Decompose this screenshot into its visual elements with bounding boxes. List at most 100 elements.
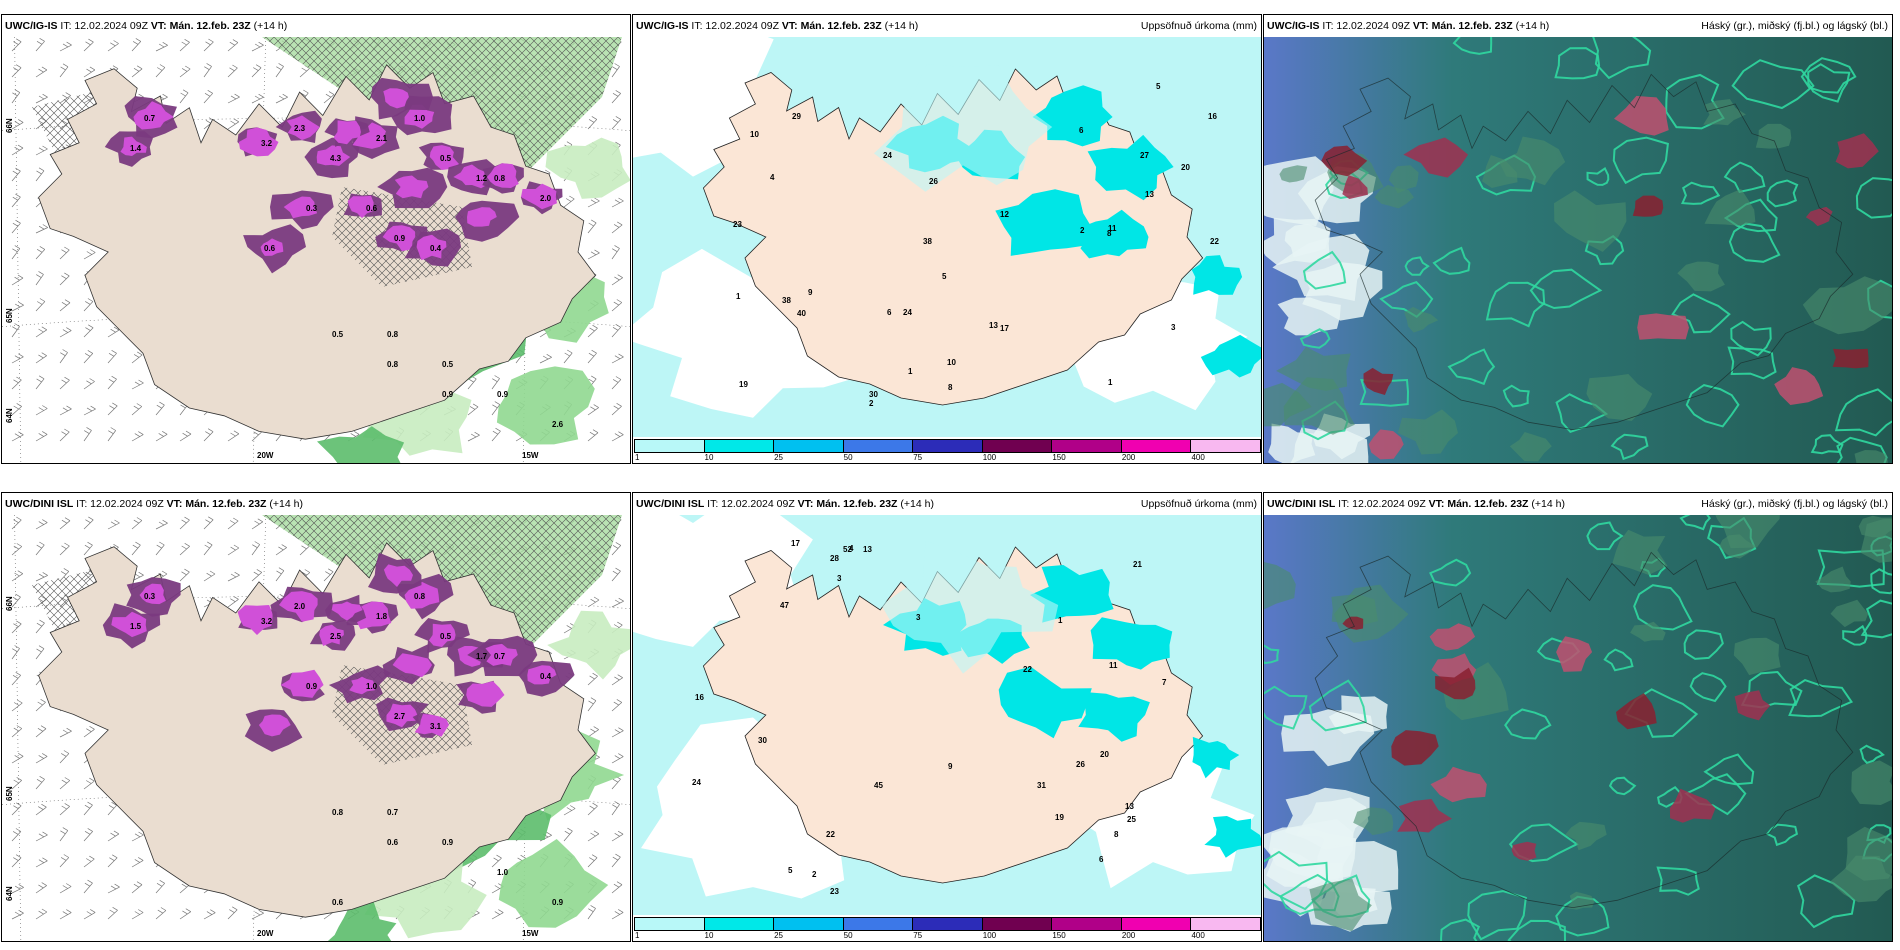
- field-title: Uppsöfnuð úrkoma (mm): [1140, 498, 1257, 510]
- precip-value: 8: [1107, 229, 1112, 238]
- panel-header: UWC/IG-IS IT: 12.02.2024 09Z VT: Mán. 12…: [633, 15, 1261, 37]
- value-label: 0.5: [440, 154, 452, 163]
- lead-time: (+14 h): [269, 498, 303, 510]
- lead-time: (+14 h): [1531, 498, 1565, 510]
- precip-value: 30: [758, 736, 767, 745]
- value-label: 1.0: [366, 682, 378, 691]
- model-name: UWC/IG-IS: [5, 20, 58, 32]
- value-label: 0.9: [442, 390, 454, 399]
- precip-value: 10: [947, 358, 956, 367]
- init-time: IT: 12.02.2024 09Z: [1338, 498, 1426, 510]
- precip-value: 20: [1181, 163, 1190, 172]
- precip-value: 24: [692, 778, 701, 787]
- panel-header: UWC/DINI ISL IT: 12.02.2024 09Z VT: Mán.…: [1264, 493, 1892, 515]
- colorbar-swatch: [842, 439, 914, 453]
- value-label: 0.7: [387, 808, 399, 817]
- precip-value: 23: [830, 887, 839, 896]
- precip-value: 1: [908, 367, 913, 376]
- colorbar-swatch: [912, 917, 983, 931]
- precip-value: 20: [1100, 750, 1109, 759]
- panel-header: UWC/DINI ISL IT: 12.02.2024 09Z VT: Mán.…: [2, 493, 630, 515]
- precip-value: 12: [1000, 210, 1009, 219]
- panel-header: UWC/IG-IS IT: 12.02.2024 09Z VT: Mán. 12…: [1264, 15, 1892, 37]
- colorbar-tick: 200: [1121, 453, 1136, 462]
- value-label: 0.8: [494, 174, 506, 183]
- colorbar-tick: 400: [1191, 453, 1205, 462]
- colorbar-tick: 100: [982, 453, 997, 462]
- map-panel-snow-dini: UWC/DINI ISL IT: 12.02.2024 09Z VT: Mán.…: [1, 492, 631, 942]
- precip-value: 31: [1037, 781, 1046, 790]
- valid-time: VT: Mán. 12.feb. 23Z: [797, 498, 898, 510]
- value-label: 0.4: [540, 672, 552, 681]
- precip-value: 11: [1108, 224, 1117, 233]
- init-time: IT: 12.02.2024 09Z: [76, 498, 164, 510]
- precip-value: 16: [695, 693, 704, 702]
- precip-value: 9: [808, 288, 813, 297]
- map-panel-precip-dini: UWC/DINI ISL IT: 12.02.2024 09Z VT: Mán.…: [632, 492, 1262, 942]
- colorbar: 1 10 25 50 75 100 150 200 400: [634, 439, 1261, 462]
- value-label: 0.6: [332, 898, 344, 907]
- colorbar-swatch: [981, 917, 1053, 931]
- precip-map: 3611194731252322304524162017132198754212…: [633, 515, 1261, 915]
- precip-value: 38: [782, 296, 791, 305]
- value-label: 2.3: [294, 124, 306, 133]
- colorbar-tick: 75: [913, 931, 923, 940]
- value-label: 0.9: [394, 234, 406, 243]
- precip-value: 10: [750, 130, 759, 139]
- precip-value: 3: [916, 613, 921, 622]
- field-title: Háský (gr.), miðský (fj.bl.) og lágský (…: [1701, 498, 1888, 510]
- colorbar-tick: 100: [982, 931, 997, 940]
- colorbar-tick: 10: [704, 453, 714, 462]
- colorbar-tick: 150: [1052, 453, 1066, 462]
- value-label: 4.3: [330, 154, 342, 163]
- model-name: UWC/IG-IS: [1267, 20, 1320, 32]
- value-label: 0.9: [552, 898, 564, 907]
- field-title: Uppsöfnuð úrkoma (mm): [1140, 20, 1257, 32]
- precip-value: 9: [948, 762, 953, 771]
- lat-label: 64N: [5, 886, 14, 901]
- precip-value: 26: [1076, 760, 1085, 769]
- colorbar-tick: 75: [913, 453, 923, 462]
- lead-time: (+14 h): [253, 20, 288, 32]
- precip-value: 13: [1145, 190, 1154, 199]
- colorbar-swatch: [1051, 917, 1122, 931]
- model-name: UWC/DINI ISL: [5, 498, 74, 510]
- value-label: 0.3: [306, 204, 318, 213]
- colorbar-swatch: [703, 917, 775, 931]
- precip-value: 6: [1079, 126, 1084, 135]
- precip-value: 4: [770, 173, 775, 182]
- init-time: IT: 12.02.2024 09Z: [60, 20, 148, 32]
- colorbar-tick: 50: [843, 453, 853, 462]
- value-label: 0.6: [366, 204, 378, 213]
- precip-value: 24: [883, 151, 892, 160]
- precip-value: 1: [736, 292, 741, 301]
- value-label: 2.0: [294, 602, 306, 611]
- model-name: UWC/DINI ISL: [636, 498, 705, 510]
- value-label: 1.2: [476, 174, 488, 183]
- value-label: 2.0: [540, 194, 552, 203]
- lat-label: 66N: [5, 596, 14, 611]
- precip-value: 22: [1023, 665, 1032, 674]
- colorbar-tick: 400: [1191, 931, 1205, 940]
- init-time: IT: 12.02.2024 09Z: [1322, 20, 1410, 32]
- colorbar-swatch: [773, 439, 844, 453]
- colorbar-tick: 50: [843, 931, 853, 940]
- precip-value: 5: [942, 272, 947, 281]
- precip-value: 22: [1210, 237, 1219, 246]
- colorbar-tick: 200: [1121, 931, 1136, 940]
- map-panel-precip-ig-is: UWC/IG-IS IT: 12.02.2024 09Z VT: Mán. 12…: [632, 14, 1262, 464]
- colorbar-swatch: [634, 917, 705, 931]
- colorbar-swatch: [1120, 439, 1192, 453]
- value-label: 0.8: [332, 808, 344, 817]
- snow-map: 0.7 1.4 3.2 2.3 4.3 2.1 1.0 0.5 1.2 0.8 2.0 0.6 0.9 0…: [2, 37, 630, 463]
- precip-value: 6: [887, 308, 892, 317]
- value-label: 1.7: [476, 652, 488, 661]
- cloud-map: [1264, 37, 1892, 463]
- map-panel-cloud-dini: UWC/DINI ISL IT: 12.02.2024 09Z VT: Mán.…: [1263, 492, 1893, 942]
- lat-label: 66N: [5, 118, 14, 133]
- precip-value: 2: [869, 399, 874, 408]
- precip-value: 45: [874, 781, 883, 790]
- precip-value: 2: [1080, 226, 1085, 235]
- precip-value: 26: [929, 177, 938, 186]
- field-title: Háský (gr.), miðský (fj.bl.) og lágský (…: [1701, 20, 1888, 32]
